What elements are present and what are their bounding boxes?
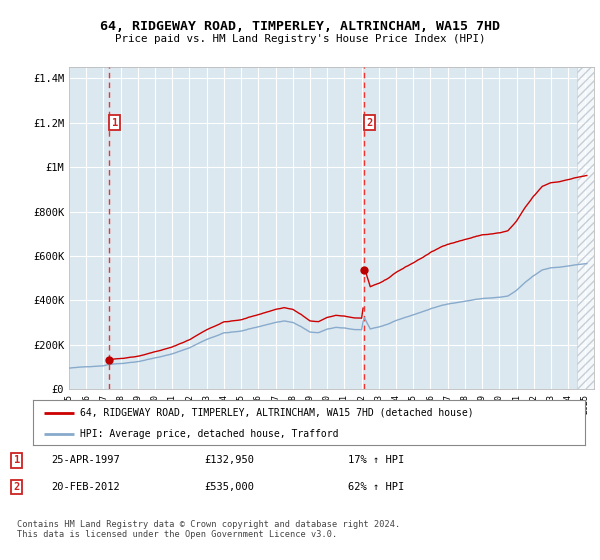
Text: 64, RIDGEWAY ROAD, TIMPERLEY, ALTRINCHAM, WA15 7HD (detached house): 64, RIDGEWAY ROAD, TIMPERLEY, ALTRINCHAM… <box>80 408 473 418</box>
Text: 64, RIDGEWAY ROAD, TIMPERLEY, ALTRINCHAM, WA15 7HD: 64, RIDGEWAY ROAD, TIMPERLEY, ALTRINCHAM… <box>100 20 500 32</box>
Text: 1: 1 <box>112 118 118 128</box>
Text: 2: 2 <box>14 482 20 492</box>
Text: HPI: Average price, detached house, Trafford: HPI: Average price, detached house, Traf… <box>80 429 338 439</box>
Text: 1: 1 <box>14 455 20 465</box>
Text: £535,000: £535,000 <box>204 482 254 492</box>
Text: 62% ↑ HPI: 62% ↑ HPI <box>348 482 404 492</box>
Text: £132,950: £132,950 <box>204 455 254 465</box>
Text: Price paid vs. HM Land Registry's House Price Index (HPI): Price paid vs. HM Land Registry's House … <box>115 34 485 44</box>
Text: 20-FEB-2012: 20-FEB-2012 <box>51 482 120 492</box>
Text: 17% ↑ HPI: 17% ↑ HPI <box>348 455 404 465</box>
Text: 25-APR-1997: 25-APR-1997 <box>51 455 120 465</box>
Text: 2: 2 <box>367 118 373 128</box>
Text: Contains HM Land Registry data © Crown copyright and database right 2024.
This d: Contains HM Land Registry data © Crown c… <box>17 520 400 539</box>
